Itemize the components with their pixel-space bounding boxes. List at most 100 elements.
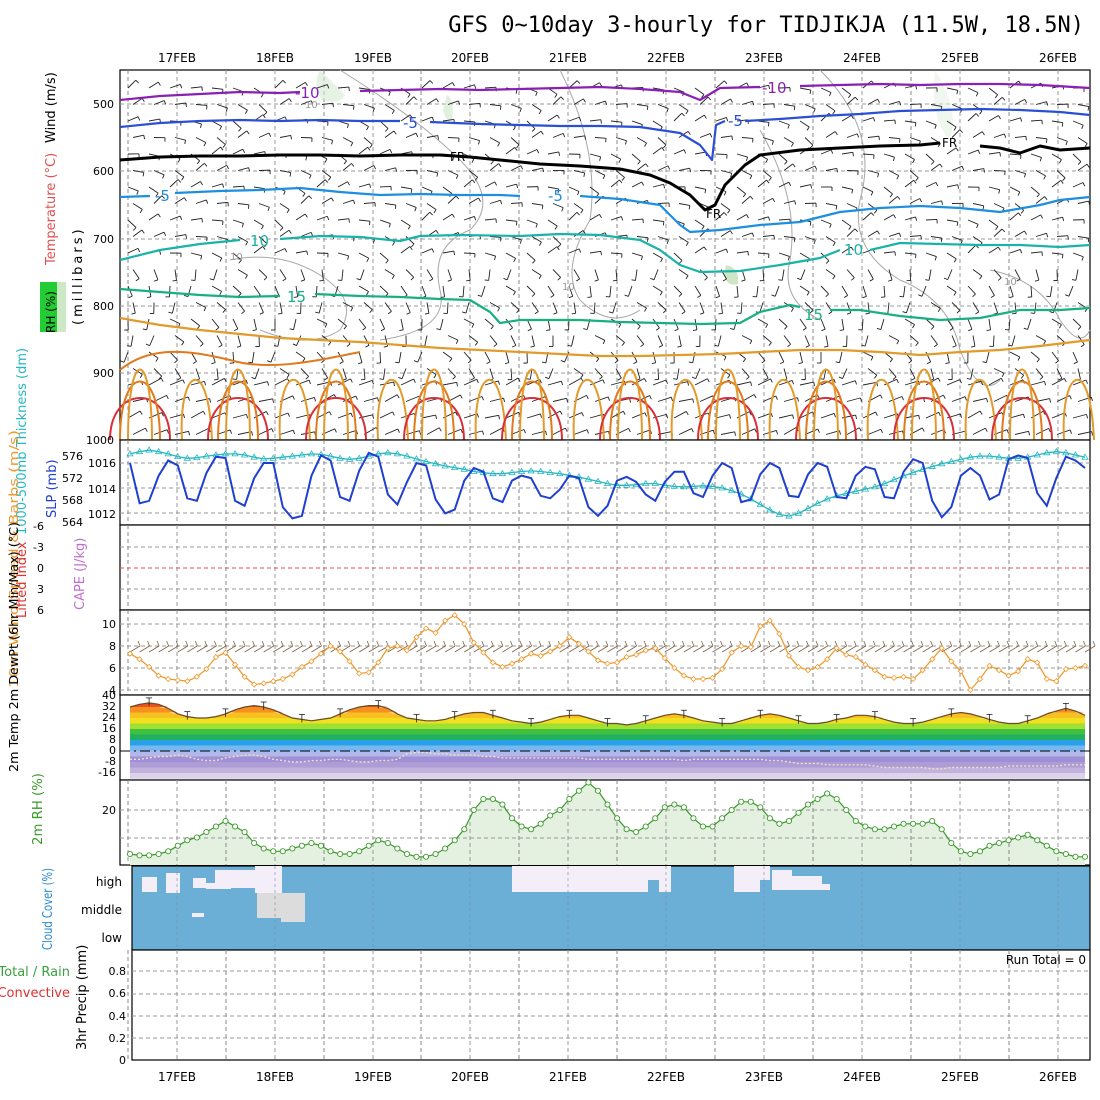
- wind-barb: [720, 302, 723, 314]
- wind-barb: [712, 645, 723, 653]
- wind-barb-flag: [476, 379, 479, 384]
- thickness-marker: [909, 468, 917, 475]
- wind-barb-flag: [874, 374, 878, 379]
- wind-barb-flag: [1063, 378, 1067, 383]
- wind-barb: [1075, 645, 1086, 653]
- wind-barb-flag: [899, 101, 902, 106]
- wind-barb: [946, 285, 957, 293]
- wind-barb-flag: [889, 358, 893, 363]
- wind-barb-flag: [1000, 377, 1004, 382]
- upper-air-panel: -10 -10 -5 -5 -5 -5 FR FR FR 10 10 15 15…: [40, 69, 1095, 447]
- wind-barb-flag: [993, 312, 998, 315]
- wind-barb-flag: [600, 251, 602, 256]
- cloud-row-label: low: [102, 931, 123, 945]
- wind-barb-flag: [196, 160, 201, 165]
- wind-barb: [762, 368, 769, 379]
- wind-barb-flag: [350, 307, 354, 312]
- wind-barb-flag: [410, 188, 413, 193]
- wind-barb: [547, 380, 562, 386]
- temp-contour-loop: [768, 378, 801, 441]
- wind-barb-flag: [452, 640, 456, 647]
- wind-barb: [174, 368, 182, 379]
- wind-barb-flag: [834, 640, 838, 647]
- thickness-marker: [422, 457, 430, 464]
- wind-barb: [531, 104, 542, 111]
- wind-barb-flag: [222, 144, 226, 148]
- wind-barb-flag: [242, 640, 246, 647]
- wind-barb: [363, 165, 375, 171]
- wind-barb: [762, 137, 774, 142]
- wind-barb-flag: [961, 166, 965, 171]
- temp-tick: 32: [102, 700, 116, 713]
- wind-barb: [168, 285, 171, 298]
- wind-barb: [237, 236, 248, 243]
- wind-barb: [804, 428, 819, 435]
- wind-barb-flag: [413, 378, 416, 383]
- wind-barb-flag: [561, 207, 564, 212]
- wind-barb-flag: [767, 640, 771, 647]
- wind-barb: [225, 645, 236, 653]
- wind-barb-flag: [1065, 294, 1070, 297]
- wind-barb-flag: [863, 640, 867, 647]
- wind-barb-flag: [146, 296, 151, 298]
- wind-barb-flag: [286, 374, 290, 379]
- rh-marker: [814, 795, 821, 803]
- wind-barb-flag: [749, 340, 753, 345]
- wind-barb: [678, 428, 692, 435]
- wind-barb-flag: [202, 410, 206, 415]
- wind-barb: [237, 130, 248, 138]
- wind-marker: [575, 640, 582, 647]
- wind-barb: [769, 645, 781, 653]
- wind-barb: [292, 645, 303, 653]
- wind-marker: [623, 653, 630, 661]
- wind-barb-flag: [419, 430, 421, 435]
- wind-barb: [1034, 302, 1037, 314]
- wind-barb-flag: [882, 640, 886, 647]
- wind-barb: [426, 269, 434, 280]
- wind-barb: [379, 120, 389, 129]
- wind-barb-flag: [451, 213, 455, 218]
- wind-barb: [568, 377, 582, 386]
- wind-barb-flag: [580, 209, 584, 214]
- wind-barb: [1077, 368, 1081, 380]
- wind-barb-flag: [1028, 431, 1030, 436]
- wind-barb-flag: [723, 356, 727, 361]
- rh-marker: [652, 815, 659, 822]
- wind-barb-flag: [734, 431, 736, 436]
- temp-contour-loop: [413, 380, 455, 441]
- wind-barb: [657, 202, 670, 204]
- wind-barb-flag: [293, 296, 298, 298]
- temp-contour-loop: [670, 378, 703, 441]
- rh-marker: [394, 845, 401, 852]
- wind-barb: [1077, 104, 1089, 108]
- wind-barb: [342, 302, 353, 309]
- cloud-row-label: middle: [81, 903, 122, 917]
- wind-barb: [548, 368, 554, 379]
- temp-contour-loop: [207, 397, 269, 441]
- wind-barb-flag: [576, 212, 581, 216]
- thickness-marker: [174, 452, 182, 460]
- wind-barb-flag: [599, 214, 602, 218]
- wind-barb: [804, 104, 816, 110]
- wind-barb: [216, 137, 226, 145]
- wind-barb: [464, 645, 475, 653]
- temp-contour-loop: [315, 380, 357, 441]
- contour-labels: -10 -10 -5 -5 -5 -5 FR FR FR 10 10 15 15…: [155, 79, 1017, 324]
- wind-barb: [526, 252, 536, 261]
- wind-barb: [1056, 368, 1063, 379]
- wind-barb: [526, 413, 541, 419]
- wind-barb-flag: [460, 429, 463, 434]
- wind-barb-flag: [214, 640, 217, 647]
- wind-barb-flag: [163, 100, 167, 105]
- wind-barb: [552, 302, 558, 313]
- wind-barb: [988, 87, 998, 96]
- wind-barb-flag: [583, 328, 588, 331]
- wind-barb: [883, 214, 894, 221]
- wind-barb-flag: [271, 640, 275, 647]
- wind-barb-flag: [720, 640, 723, 647]
- wind-barb: [400, 114, 411, 122]
- precip-panel: 0.8 0.6 0.4 0.2 0 Run Total = 0 3hr Prec…: [0, 945, 1091, 1067]
- wind-barb-flag: [877, 230, 880, 235]
- wind-barb: [993, 269, 1002, 279]
- wind-barb: [253, 186, 265, 190]
